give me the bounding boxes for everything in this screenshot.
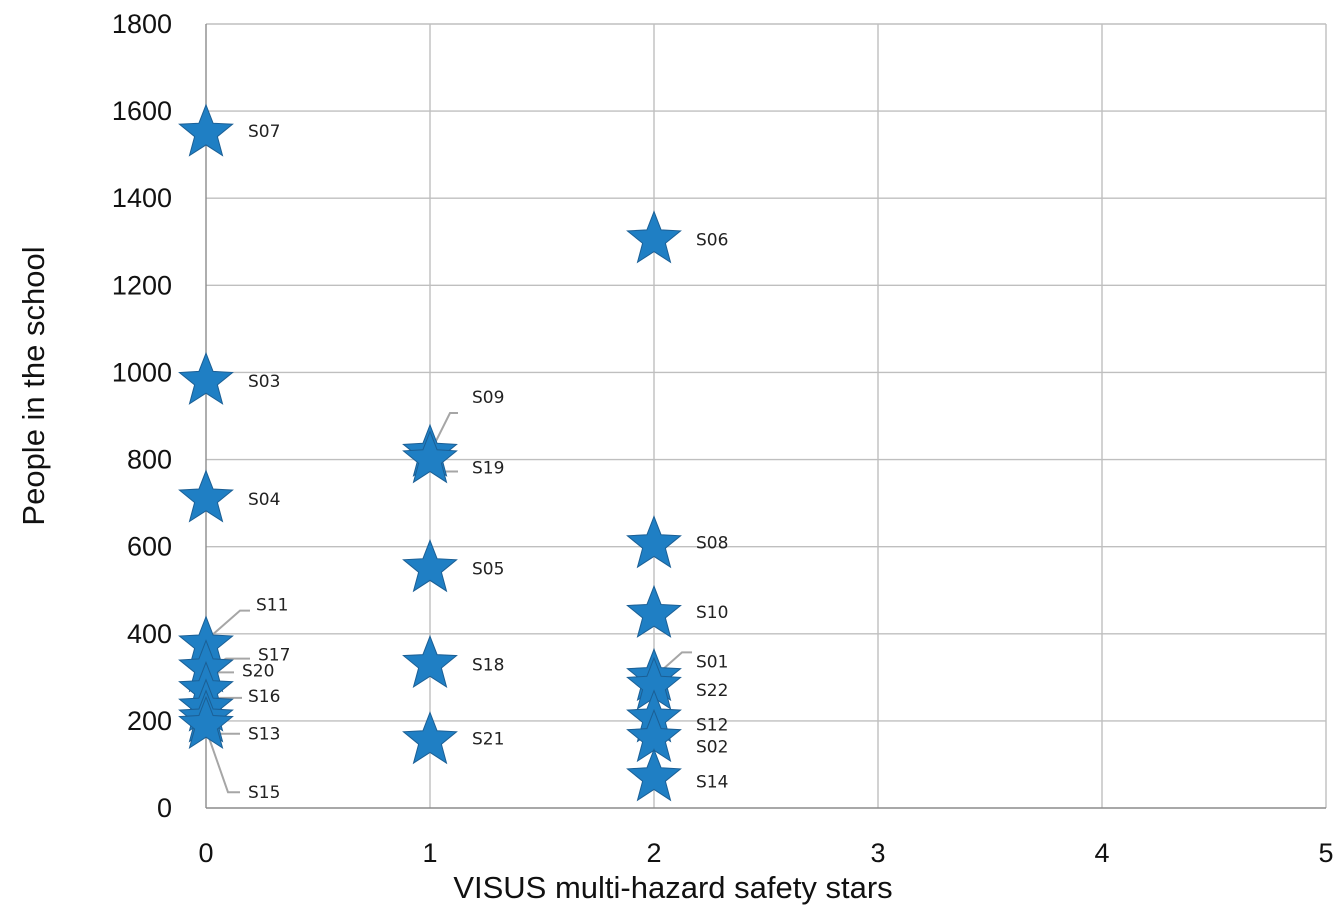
y-tick-label: 0 <box>157 793 172 823</box>
point-labels: S07 S06 S03 S09 S19 S04 S08 S05 S10 S11 S17 S18 S01 S… <box>242 122 728 803</box>
leader-line <box>207 609 250 640</box>
star-marker <box>178 103 234 157</box>
point-label: S17 <box>258 646 290 666</box>
y-tick-labels: 0 200 400 600 800 1000 1200 1400 1600 1800 <box>112 9 172 823</box>
star-marker <box>402 539 458 593</box>
point-label: S10 <box>696 603 728 623</box>
point-label: S05 <box>472 559 504 579</box>
star-marker <box>178 695 234 750</box>
x-tick-label: 0 <box>198 838 213 868</box>
point-label: S06 <box>696 231 728 251</box>
point-label: S07 <box>248 122 280 142</box>
star-marker <box>178 469 234 523</box>
star-marker <box>402 711 458 765</box>
y-tick-label: 400 <box>127 619 172 649</box>
point-label: S12 <box>696 716 728 736</box>
data-points <box>178 103 682 802</box>
y-tick-label: 1600 <box>112 96 172 126</box>
leader-line <box>205 728 240 794</box>
point-label: S20 <box>242 661 274 681</box>
grid-lines <box>206 23 1327 808</box>
point-label: S11 <box>256 596 288 616</box>
point-label: S15 <box>248 783 280 803</box>
x-tick-label: 1 <box>422 838 437 868</box>
point-label: S01 <box>696 652 728 672</box>
x-tick-labels: 0 1 2 3 4 5 <box>198 838 1333 868</box>
y-axis-title: People in the school <box>16 246 51 525</box>
star-marker <box>402 430 458 484</box>
x-tick-label: 3 <box>870 838 885 868</box>
point-label: S08 <box>696 533 728 553</box>
leader-line <box>430 412 458 452</box>
star-marker <box>402 634 458 689</box>
point-label: S18 <box>472 655 504 675</box>
star-marker <box>626 748 682 802</box>
point-label: S16 <box>248 687 280 707</box>
point-label: S09 <box>472 388 504 408</box>
x-tick-label: 2 <box>646 838 661 868</box>
y-tick-label: 600 <box>127 532 172 562</box>
point-label: S02 <box>696 737 728 757</box>
point-label: S22 <box>696 681 728 701</box>
x-tick-label: 5 <box>1318 838 1333 868</box>
axis-lines <box>205 24 1326 809</box>
star-marker <box>626 515 682 569</box>
x-axis-title: VISUS multi-hazard safety stars <box>453 870 892 905</box>
y-tick-label: 200 <box>127 706 172 736</box>
x-tick-label: 4 <box>1094 838 1109 868</box>
point-label: S14 <box>696 773 728 793</box>
y-tick-label: 800 <box>127 445 172 475</box>
point-label: S04 <box>248 490 280 510</box>
star-marker <box>626 210 682 264</box>
point-label: S13 <box>248 725 280 745</box>
star-marker <box>178 351 234 405</box>
y-tick-label: 1800 <box>112 9 172 39</box>
point-label: S03 <box>248 372 280 392</box>
point-label: S19 <box>472 459 504 479</box>
point-label: S21 <box>472 729 504 749</box>
y-tick-label: 1200 <box>112 270 172 300</box>
y-tick-label: 1000 <box>112 357 172 387</box>
y-tick-label: 1400 <box>112 183 172 213</box>
star-marker <box>626 584 682 638</box>
